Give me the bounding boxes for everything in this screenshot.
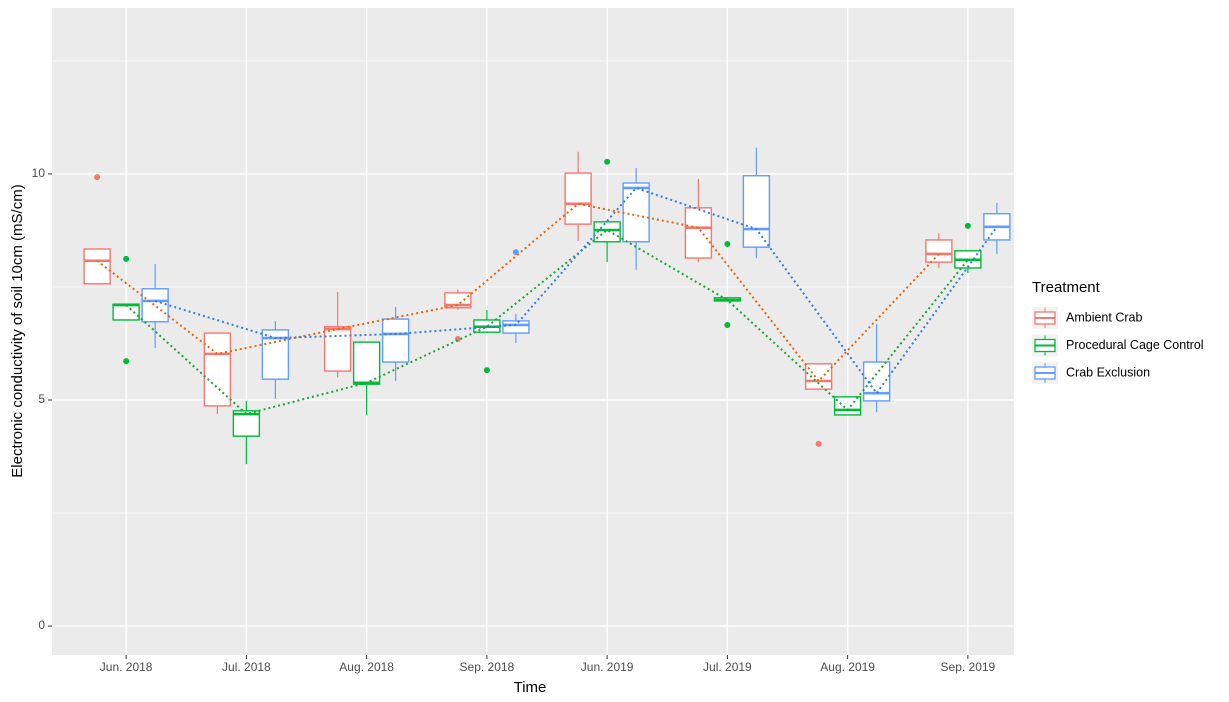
outlier	[815, 440, 822, 447]
outlier	[123, 358, 130, 365]
outlier	[483, 367, 490, 374]
legend-item: Ambient Crab	[1032, 307, 1142, 329]
x-tick-label: Sep. 2018	[460, 660, 515, 674]
marks	[83, 147, 1011, 465]
box	[381, 318, 410, 363]
box	[141, 288, 169, 323]
x-tick-label: Jul. 2018	[222, 660, 271, 674]
outlier	[604, 158, 611, 165]
legend-item: Procedural Cage Control	[1032, 334, 1204, 357]
box	[203, 332, 232, 407]
box	[684, 207, 713, 259]
outlier	[123, 255, 130, 262]
legend-item: Crab Exclusion	[1032, 362, 1150, 384]
y-tick-label: 10	[32, 166, 46, 180]
box	[622, 182, 650, 243]
box	[742, 175, 771, 248]
x-tick-label: Aug. 2019	[820, 660, 875, 674]
legend-label: Crab Exclusion	[1066, 365, 1150, 379]
y-tick-label: 5	[38, 392, 45, 406]
panel-background	[52, 8, 1014, 655]
outlier	[94, 174, 101, 181]
outlier	[724, 321, 731, 328]
box	[564, 172, 592, 225]
x-axis-title: Time	[514, 679, 547, 696]
box	[593, 221, 621, 243]
y-axis-title: Electronic conductivity of soil 10cm (mS…	[9, 184, 26, 477]
box	[833, 396, 862, 416]
box	[862, 361, 891, 402]
box	[83, 248, 111, 285]
box	[323, 326, 352, 372]
x-tick-label: Jul. 2019	[703, 660, 752, 674]
x-tick-label: Jun. 2018	[100, 660, 153, 674]
median-trend-line	[96, 202, 940, 383]
legend-title: Treatment	[1032, 279, 1101, 296]
x-tick-label: Aug. 2018	[339, 660, 394, 674]
box	[352, 341, 381, 385]
box	[925, 239, 953, 263]
legend-label: Procedural Cage Control	[1066, 338, 1204, 352]
median-trend-line	[125, 228, 969, 416]
outlier	[964, 222, 971, 229]
outlier	[724, 241, 731, 248]
x-tick-label: Sep. 2019	[941, 660, 996, 674]
x-tick-label: Jun. 2019	[581, 660, 634, 674]
box	[804, 363, 833, 390]
median-trend-line	[154, 186, 998, 395]
legend-label: Ambient Crab	[1066, 310, 1142, 324]
box	[502, 320, 530, 334]
y-tick-label: 0	[38, 618, 45, 632]
